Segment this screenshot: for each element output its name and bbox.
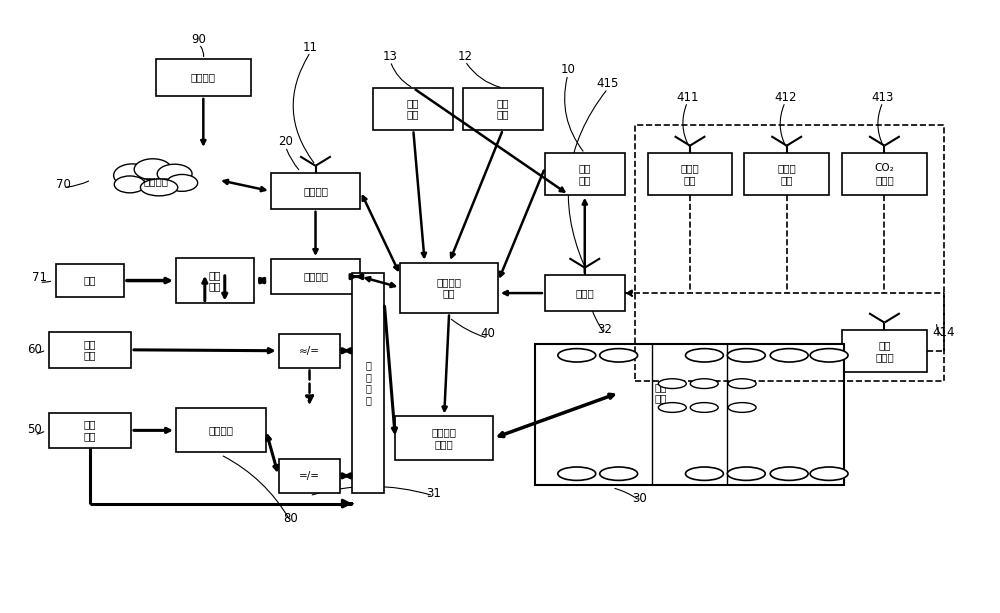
Bar (279, 459, 340, 493)
Ellipse shape (167, 175, 198, 191)
Ellipse shape (770, 349, 808, 362)
Bar (545, 275, 625, 311)
Ellipse shape (658, 379, 686, 389)
Text: 13: 13 (383, 50, 398, 63)
Bar (635, 124, 944, 381)
Text: 31: 31 (426, 487, 441, 500)
Text: 90: 90 (191, 32, 206, 46)
Ellipse shape (810, 349, 848, 362)
Bar (842, 153, 927, 195)
Text: 智能控制
系统: 智能控制 系统 (437, 277, 462, 299)
Text: 油箱: 油箱 (84, 276, 96, 286)
Text: 12: 12 (458, 50, 473, 63)
Ellipse shape (600, 349, 638, 362)
Text: 制冷机组: 制冷机组 (303, 272, 328, 281)
Text: 10: 10 (560, 63, 575, 76)
Bar (744, 153, 829, 195)
Bar (49, 332, 131, 368)
Bar (271, 259, 360, 294)
Ellipse shape (140, 179, 178, 196)
Bar (176, 257, 254, 303)
Text: 接收器: 接收器 (575, 288, 594, 298)
Bar (620, 372, 701, 413)
Text: 413: 413 (872, 91, 894, 104)
Bar (535, 345, 844, 485)
Text: 11: 11 (303, 40, 318, 54)
Text: 制动
踏板: 制动 踏板 (407, 98, 419, 120)
Bar (373, 88, 453, 129)
Bar (545, 153, 625, 195)
Text: 412: 412 (774, 91, 796, 104)
Text: 湿度传
感器: 湿度传 感器 (777, 163, 796, 185)
Text: 30: 30 (632, 492, 647, 505)
Text: 行车
电脑: 行车 电脑 (579, 163, 591, 185)
Ellipse shape (600, 467, 638, 481)
Bar (56, 264, 124, 297)
Text: 414: 414 (933, 326, 955, 338)
Bar (400, 262, 498, 313)
Bar (156, 59, 251, 96)
Bar (279, 334, 340, 368)
Text: =/=: =/= (299, 471, 320, 481)
Bar (49, 413, 131, 448)
Text: 加速
踏板: 加速 踏板 (497, 98, 509, 120)
Text: 储能电池: 储能电池 (208, 425, 233, 435)
Ellipse shape (134, 159, 172, 180)
Text: 光伏
电池: 光伏 电池 (84, 419, 96, 441)
Text: 轴带电机
控制器: 轴带电机 控制器 (432, 427, 457, 449)
Text: CO₂
传感器: CO₂ 传感器 (875, 163, 894, 185)
Text: 20: 20 (278, 135, 293, 148)
Ellipse shape (810, 467, 848, 481)
Ellipse shape (114, 164, 151, 187)
Text: 32: 32 (597, 323, 612, 336)
Text: 50: 50 (27, 423, 42, 436)
Bar (176, 408, 266, 452)
Text: 云服务器: 云服务器 (143, 177, 168, 186)
Bar (395, 416, 493, 460)
Ellipse shape (558, 467, 596, 481)
Text: 轴带
电机: 轴带 电机 (654, 382, 667, 403)
Text: 70: 70 (56, 178, 71, 191)
Ellipse shape (770, 467, 808, 481)
Bar (648, 153, 732, 195)
Text: 60: 60 (27, 343, 42, 356)
Text: 415: 415 (597, 77, 619, 90)
Text: 80: 80 (283, 512, 298, 525)
Bar (271, 173, 360, 209)
Text: 71: 71 (32, 271, 47, 284)
Ellipse shape (658, 403, 686, 413)
Text: 外接
电源: 外接 电源 (84, 339, 96, 360)
Ellipse shape (157, 164, 192, 183)
Ellipse shape (558, 349, 596, 362)
Text: 40: 40 (481, 327, 495, 340)
Text: 411: 411 (676, 91, 699, 104)
Text: 移动终端: 移动终端 (191, 73, 216, 83)
Ellipse shape (727, 349, 765, 362)
Ellipse shape (690, 379, 718, 389)
Text: ≈/=: ≈/= (299, 346, 320, 356)
Ellipse shape (114, 176, 145, 193)
Ellipse shape (728, 403, 756, 413)
Ellipse shape (690, 403, 718, 413)
Bar (352, 273, 384, 493)
Ellipse shape (685, 467, 723, 481)
Text: 备电
机组: 备电 机组 (209, 270, 221, 291)
Text: 车载单元: 车载单元 (303, 186, 328, 196)
Ellipse shape (685, 349, 723, 362)
Bar (463, 88, 543, 129)
Ellipse shape (727, 467, 765, 481)
Ellipse shape (728, 379, 756, 389)
Bar (842, 330, 927, 372)
Text: 图像
传感器: 图像 传感器 (875, 340, 894, 362)
Text: 温度传
感器: 温度传 感器 (681, 163, 699, 185)
Text: 直
流
母
线: 直 流 母 线 (365, 360, 371, 405)
Ellipse shape (116, 169, 196, 194)
